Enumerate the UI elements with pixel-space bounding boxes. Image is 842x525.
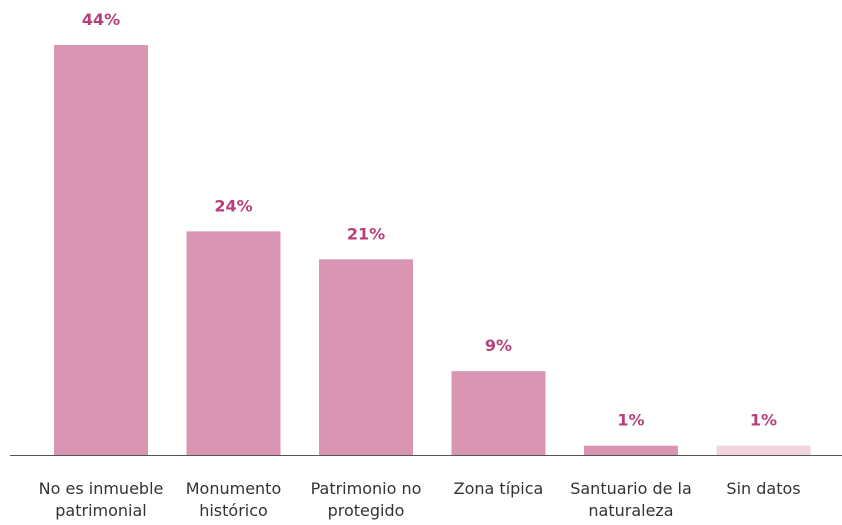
bar: [451, 371, 546, 455]
x-tick-label: Zona típica: [453, 479, 544, 498]
x-tick-label: No es inmueble patrimonial: [38, 479, 164, 520]
x-tick-label: Santuario de la naturaleza: [570, 479, 692, 520]
value-label: 9%: [485, 336, 512, 355]
value-label: 1%: [750, 411, 777, 430]
value-label: 44%: [82, 10, 120, 29]
value-label: 21%: [347, 224, 385, 243]
bar: [186, 231, 281, 455]
bar: [584, 445, 678, 455]
value-label: 1%: [617, 411, 644, 430]
bar: [319, 259, 413, 455]
value-label: 24%: [214, 196, 252, 215]
bar: [716, 445, 811, 455]
bar: [54, 45, 148, 455]
x-tick-label: Patrimonio no protegido: [310, 479, 422, 520]
x-tick-label: Sin datos: [726, 479, 801, 498]
x-tick-label: Monumento histórico: [185, 479, 282, 520]
